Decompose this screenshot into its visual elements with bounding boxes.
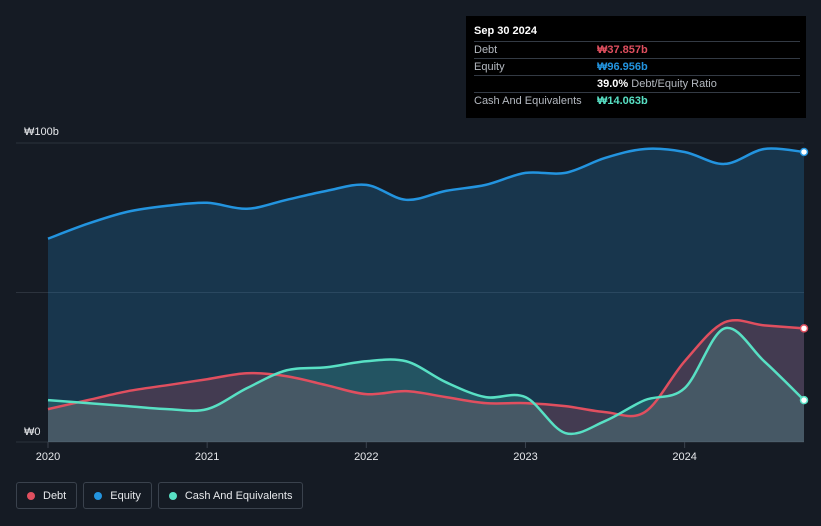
tooltip-row-ratio: 39.0% Debt/Equity Ratio (474, 75, 800, 93)
equity-dot-icon (94, 491, 103, 500)
equity-line (47, 147, 805, 240)
tooltip-date: Sep 30 2024 (474, 25, 537, 37)
tooltip-ratio-suffix: Debt/Equity Ratio (631, 78, 717, 90)
x-tick-label: 2023 (513, 451, 537, 463)
legend-label: Debt (43, 489, 67, 502)
tooltip-label: Cash And Equivalents (474, 95, 582, 107)
tooltip-row-equity: Equity ₩96.956b (474, 58, 800, 76)
tooltip-row-debt: Debt ₩37.857b (474, 41, 800, 59)
tooltip-ratio-value: 39.0% (597, 78, 629, 90)
cash-dot-icon (168, 491, 177, 500)
series-end-markers (799, 147, 809, 405)
legend-item-equity[interactable]: Equity (83, 482, 152, 509)
debt-dot-icon (27, 491, 35, 500)
y-tick-label-bottom: ₩0 (24, 426, 41, 438)
tooltip-panel: Sep 30 2024 Debt ₩37.857b Equity ₩96.956… (466, 16, 806, 118)
cash-and-equivalents-end-marker (799, 395, 809, 405)
legend-item-cash[interactable]: Cash And Equivalents (157, 482, 304, 509)
tooltip-cash-value: ₩14.063b (597, 95, 648, 107)
legend-label: Cash And Equivalents (184, 489, 293, 502)
series-lines (47, 147, 805, 436)
legend-item-debt[interactable]: Debt (16, 482, 78, 509)
legend-label: Equity (110, 489, 141, 502)
x-tick-label: 2021 (195, 451, 219, 463)
tooltip-row-cash: Cash And Equivalents ₩14.063b (474, 92, 800, 110)
series-areas (48, 148, 804, 442)
x-tick-label: 2020 (36, 451, 60, 463)
x-tick-label: 2022 (354, 451, 378, 463)
equity-area (48, 148, 804, 442)
debt-end-marker (799, 324, 809, 333)
equity-end-marker (799, 147, 809, 157)
tooltip-debt-value: ₩37.857b (597, 44, 648, 56)
cash-and-equivalents-area (48, 327, 804, 442)
grid (16, 142, 804, 443)
tooltip-equity-value: ₩96.956b (597, 61, 648, 73)
legend: Debt Equity Cash And Equivalents (16, 482, 304, 509)
tooltip-label: Debt (474, 44, 498, 56)
y-tick-label-top: ₩100b (24, 126, 59, 138)
x-tick-label: 2024 (672, 451, 696, 463)
x-axis: 2020 2021 2022 2023 2024 (36, 442, 697, 463)
tooltip-ratio: 39.0% Debt/Equity Ratio (597, 78, 717, 90)
cash-and-equivalents-line (47, 326, 805, 436)
debt-line (47, 318, 805, 418)
debt-area (48, 320, 804, 442)
tooltip-label: Equity (474, 61, 505, 73)
